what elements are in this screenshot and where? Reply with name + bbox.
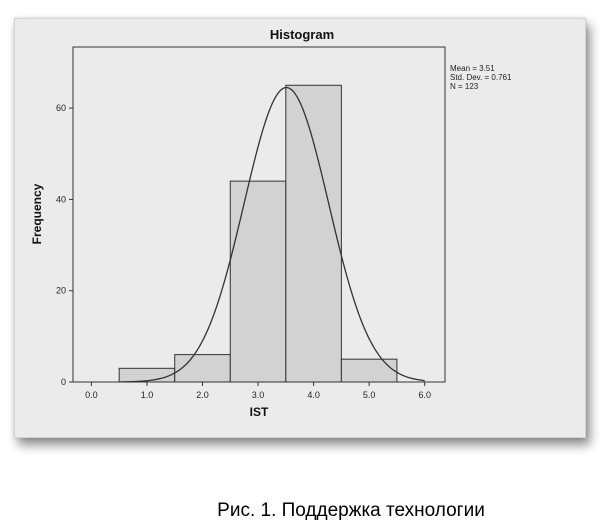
histogram-chart: Histogram 0.0 1.0 2.0 3.0 4.0 5.0 6.0 0 20 40 60 I… — [30, 27, 512, 419]
figure-frame: Histogram 0.0 1.0 2.0 3.0 4.0 5.0 6.0 0 20 40 60 I… — [14, 18, 586, 438]
y-axis-label: Frequency — [30, 183, 44, 244]
histogram-bar-4 — [285, 84, 342, 383]
x-tick-label: 1.0 — [141, 390, 154, 400]
normal-curve — [119, 86, 425, 383]
stat-std-dev: Std. Dev. = 0.761 — [450, 73, 512, 82]
y-tick-label: 0 — [61, 377, 66, 387]
stat-n: N = 123 — [450, 82, 479, 91]
x-tick-label: 2.0 — [196, 390, 209, 400]
chart-title: Histogram — [270, 27, 334, 42]
stat-mean: Mean = 3.51 — [450, 64, 495, 73]
y-tick-label: 20 — [56, 286, 66, 296]
y-tick-label: 40 — [56, 194, 66, 204]
x-axis-label: IST — [250, 405, 269, 419]
histogram-bar-3 — [229, 180, 287, 383]
x-tick-label: 4.0 — [307, 390, 320, 400]
figure-caption: Рис. 1. Поддержка технологии — [217, 500, 485, 521]
x-tick-label: 3.0 — [252, 390, 265, 400]
histogram-bar-1 — [118, 367, 176, 383]
histogram-bar-5 — [340, 358, 398, 383]
x-tick-label: 0.0 — [85, 390, 98, 400]
histogram-bar-2 — [174, 354, 231, 383]
y-tick-label: 60 — [56, 103, 66, 113]
x-tick-label: 5.0 — [363, 390, 376, 400]
x-tick-label: 6.0 — [418, 390, 431, 400]
